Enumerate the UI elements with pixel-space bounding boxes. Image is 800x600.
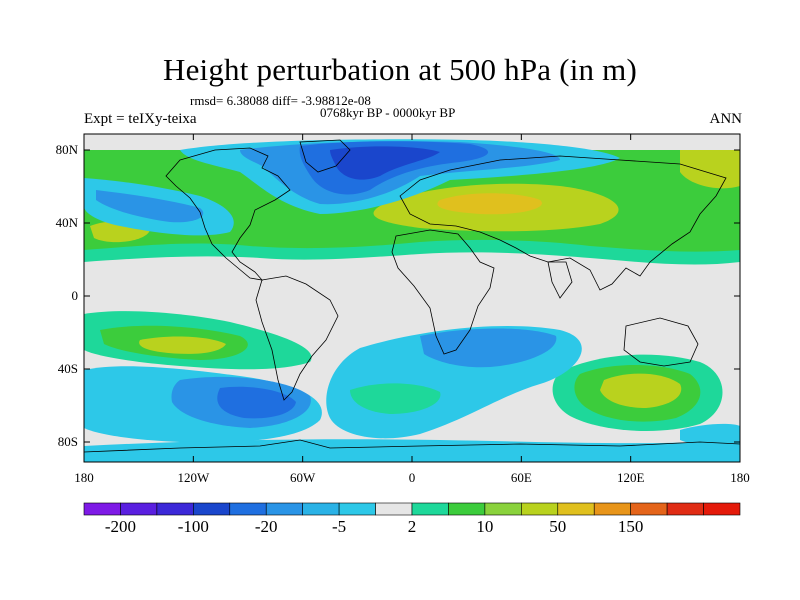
coast-north-america	[165, 147, 291, 281]
latitude-axis: 80N 40N 0 40S 80S	[56, 142, 740, 449]
colorbar: -200 -100 -20 -5 2 10 50 150	[83, 502, 741, 536]
lon-tick-label: 180	[74, 470, 94, 485]
lat-tick-label: 40S	[58, 361, 78, 376]
coast-africa	[391, 229, 495, 355]
sh-lime-patch	[139, 336, 226, 354]
coast-india	[547, 261, 573, 299]
coast-antarctica	[84, 439, 740, 453]
colorbar-swatch	[484, 502, 522, 516]
east-south-light-blue	[680, 423, 740, 451]
colorbar-swatch	[448, 502, 486, 516]
colorbar-label: 10	[476, 517, 493, 536]
colorbar-label: 2	[408, 517, 417, 536]
lon-tick-label: 120W	[177, 470, 210, 485]
season-label: ANN	[709, 111, 743, 127]
pacific-midblue	[96, 190, 204, 223]
colorbar-label: 150	[618, 517, 644, 536]
south-ocean-teal	[350, 383, 441, 414]
colorbar-swatch	[630, 502, 668, 516]
colorbar-label: -200	[105, 517, 136, 536]
lon-tick-label: 0	[409, 470, 416, 485]
colorbar-label: -5	[332, 517, 346, 536]
stats-line: rmsd= 6.38088 diff= -3.98812e-08	[190, 93, 371, 108]
period-line: 0768kyr BP - 0000kyr BP	[320, 105, 456, 120]
colorbar-swatch	[557, 502, 595, 516]
colorbar-swatch	[302, 502, 340, 516]
nh-yellow-core	[437, 193, 542, 215]
coastlines	[84, 139, 740, 453]
height-field	[84, 134, 740, 462]
colorbar-swatch	[703, 502, 741, 516]
colorbar-label: 50	[549, 517, 566, 536]
colorbar-swatch	[193, 502, 231, 516]
longitude-axis: 180 120W 60W 0 60E 120E 180	[74, 134, 750, 485]
lat-tick-label: 0	[72, 288, 79, 303]
south-atlantic-mid-blue	[420, 328, 557, 368]
colorbar-swatch	[120, 502, 158, 516]
lat-tick-label: 80S	[58, 434, 78, 449]
colorbar-label: -100	[178, 517, 209, 536]
arctic-dark-blue	[330, 146, 440, 180]
colorbar-swatch	[338, 502, 376, 516]
lon-tick-label: 60E	[511, 470, 532, 485]
lon-tick-label: 60W	[290, 470, 316, 485]
colorbar-swatch	[156, 502, 194, 516]
coast-eurasia	[399, 155, 727, 291]
colorbar-swatch	[521, 502, 559, 516]
lon-tick-label: 120E	[617, 470, 645, 485]
coast-australia	[623, 317, 699, 367]
colorbar-label: -20	[255, 517, 278, 536]
colorbar-swatch	[411, 502, 449, 516]
figure-title: Height perturbation at 500 hPa (in m)	[162, 52, 638, 87]
coast-south-america	[255, 275, 339, 401]
colorbar-swatch	[229, 502, 267, 516]
experiment-label: Expt = teIXy-teixa	[84, 111, 197, 127]
nh-lime-east	[680, 150, 740, 189]
colorbar-swatch	[593, 502, 631, 516]
lon-tick-label: 180	[730, 470, 750, 485]
colorbar-swatch	[83, 502, 121, 516]
colorbar-swatch	[666, 502, 704, 516]
colorbar-swatch	[375, 502, 413, 516]
colorbar-swatch	[265, 502, 303, 516]
south-pacific-blue	[217, 386, 296, 419]
coast-greenland	[299, 139, 351, 173]
indian-lime-core	[600, 373, 682, 408]
lat-tick-label: 40N	[56, 215, 79, 230]
lat-tick-label: 80N	[56, 142, 79, 157]
